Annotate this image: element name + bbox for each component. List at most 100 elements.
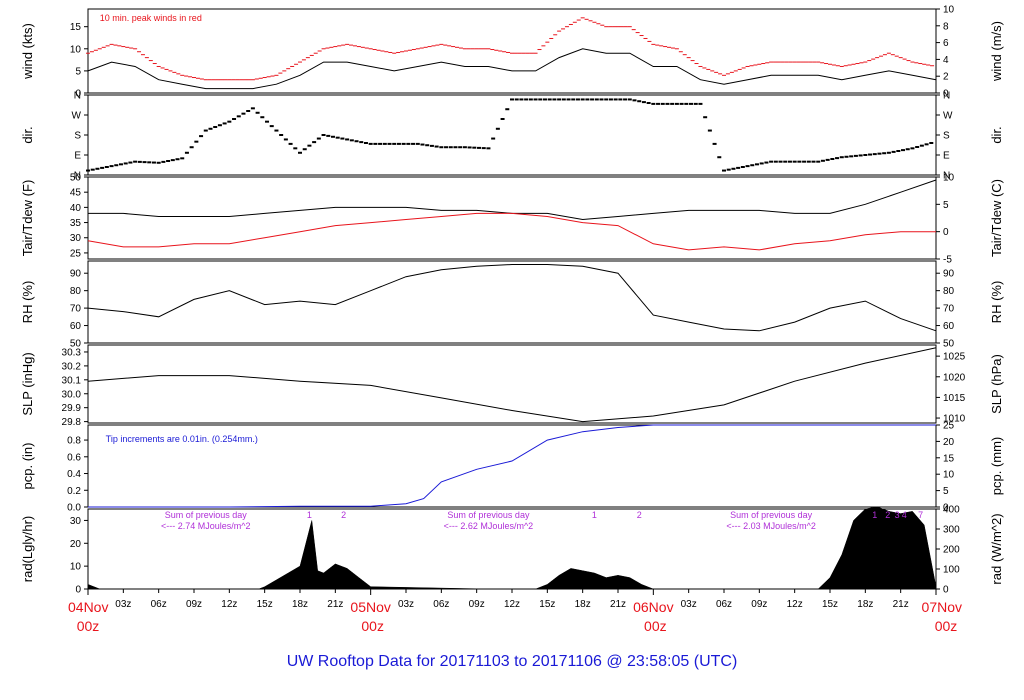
radiation-sum-title: Sum of previous day: [447, 510, 530, 520]
temp-right-tick-label: 0: [943, 227, 949, 238]
dir-left-tick-label: E: [74, 151, 81, 162]
wind-direction-point: [778, 160, 783, 163]
wind-direction-point: [199, 135, 204, 138]
wind-direction-point: [627, 98, 632, 101]
radiation-sum-value: <--- 2.74 MJoules/m^2: [161, 521, 251, 531]
x-tick-label: 21z: [893, 599, 909, 610]
wind-direction-point: [528, 98, 533, 101]
wind-direction-point: [510, 98, 514, 101]
wind-direction-point: [283, 138, 288, 141]
wind-direction-point: [858, 154, 863, 157]
wind-direction-point: [585, 98, 590, 101]
temp-right-tick-label: -5: [943, 255, 952, 266]
radiation-marker: 2: [341, 510, 346, 520]
pcp-left-tick-label: 0.0: [67, 503, 81, 514]
day-hour-label: 00z: [361, 618, 384, 634]
wind-direction-point: [481, 147, 486, 150]
slp-left-tick-label: 30.3: [62, 347, 82, 358]
wind-direction-point: [580, 98, 585, 101]
wind-direction-point: [722, 169, 726, 172]
dir-left-tick-label: N: [74, 171, 81, 182]
x-tick-label: 18z: [857, 599, 873, 610]
x-tick-label: 21z: [327, 599, 343, 610]
pcp-right-tick-label: 25: [943, 421, 955, 432]
wind-direction-point: [104, 166, 109, 168]
radiation-sum-value: <--- 2.62 MJoules/m^2: [444, 521, 534, 531]
wind-frame: [87, 8, 937, 94]
x-tick-label: 09z: [186, 599, 202, 610]
wind-direction-point: [180, 157, 185, 160]
wind-direction-point: [575, 98, 580, 101]
pcp-right-label: pcp. (mm): [989, 437, 1004, 496]
wind-direction-point: [232, 118, 237, 120]
dir-right-tick-label: W: [943, 111, 953, 122]
x-tick-label: 18z: [292, 599, 308, 610]
wind-direction-point: [448, 146, 453, 149]
panel-slp: SLP (inHg) SLP (hPa) 29.8 29.9 30.0 30.1 30.2 3…: [20, 344, 1004, 428]
day-label: 05Nov: [350, 599, 390, 615]
slp-left-tick-label: 29.9: [62, 403, 82, 414]
wind-direction-point: [420, 143, 425, 146]
wind-direction-point: [100, 166, 105, 169]
time-axis: 03z 06z 09z 12z 15z 18z 21z 03z 06z 09z 12z 15z 18z 2…: [68, 589, 962, 634]
slp-right-tick-label: 1025: [943, 352, 966, 363]
wind-direction-point: [844, 155, 849, 158]
wind-direction-point: [561, 98, 566, 101]
pcp-annotation: Tip increments are 0.01in. (0.254mm.): [106, 434, 258, 444]
x-tick-label: 03z: [398, 599, 414, 610]
rh-right-tick-label: 50: [943, 339, 955, 350]
wind-direction-point: [825, 158, 830, 161]
wind-direction-point: [886, 151, 891, 154]
wind-direction-point: [387, 142, 392, 145]
wind-direction-point: [811, 160, 816, 163]
pcp-frame: [87, 424, 937, 508]
wind-direction-point: [524, 98, 529, 101]
rad-left-label: rad(Lgly/hr): [20, 516, 35, 582]
wind-direction-point: [151, 161, 156, 164]
wind-direction-point: [505, 108, 510, 111]
wind-direction-point: [552, 98, 557, 101]
radiation-marker: 3: [895, 510, 900, 520]
wind-direction-point: [745, 165, 750, 168]
wind-direction-point: [924, 143, 929, 146]
x-tick-label: 03z: [681, 599, 697, 610]
rad-right-tick-label: 300: [943, 525, 960, 536]
wind-direction-point: [613, 98, 618, 101]
wind-direction-point: [656, 102, 661, 105]
dir-left-tick-label: W: [72, 111, 82, 122]
wind-direction-point: [109, 165, 114, 168]
x-tick-label: 03z: [115, 599, 131, 610]
wind-direction-point: [222, 122, 227, 125]
wind-direction-point: [359, 141, 364, 144]
x-tick-label: 21z: [610, 599, 626, 610]
rh-right-tick-label: 70: [943, 304, 955, 315]
wind-direction-point: [632, 99, 637, 102]
wind-direction-point: [740, 166, 745, 168]
wind-direction-point: [665, 102, 670, 105]
slp-left-tick-label: 29.8: [62, 417, 82, 428]
rh-left-tick-label: 80: [70, 286, 82, 297]
dir-right-tick-label: N: [943, 91, 950, 102]
temp-left-tick-label: 30: [70, 233, 82, 244]
wind-direction-point: [298, 151, 302, 154]
rh-right-tick-label: 60: [943, 321, 955, 332]
x-tick-label: 09z: [751, 599, 767, 610]
wind-direction-point: [519, 98, 524, 101]
wind-direction-point: [717, 156, 722, 159]
wind-direction-point: [170, 159, 175, 162]
rh-frame: [87, 260, 937, 344]
radiation-marker: 7: [918, 510, 923, 520]
pcp-left-tick-label: 0.6: [67, 452, 81, 463]
wind-direction-point: [500, 118, 505, 120]
pcp-left-tick-label: 0.2: [67, 486, 81, 497]
chart-footer: UW Rooftop Data for 20171103 to 20171106…: [287, 653, 738, 670]
wind-direction-point: [919, 144, 924, 147]
wind-direction-point: [830, 158, 835, 160]
wind-direction-point: [646, 102, 651, 104]
radiation-sum-value: <--- 2.03 MJoules/m^2: [726, 521, 816, 531]
wind-direction-point: [392, 142, 397, 145]
temp-left-tick-label: 25: [70, 248, 82, 259]
radiation-sum-title: Sum of previous day: [165, 510, 248, 520]
wind-direction-point: [590, 98, 595, 101]
